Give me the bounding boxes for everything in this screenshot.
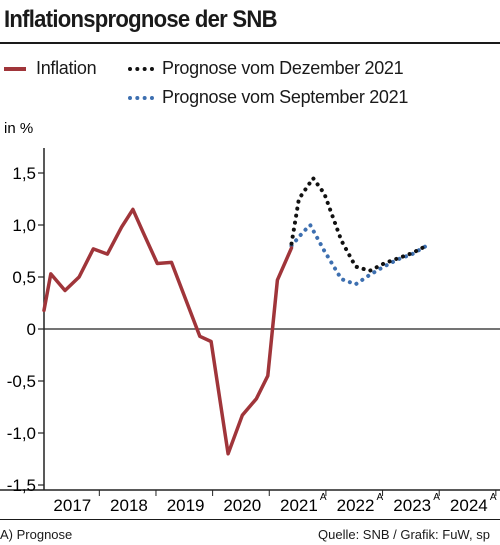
- y-tick-label: -0,5: [7, 372, 36, 391]
- x-tick-label: 2018: [110, 496, 148, 515]
- series-line-dec-forecast: [289, 176, 429, 273]
- chart-svg: in % 1,5 1,0 0,5 0 -0,5 -1,0 -1,5 2017 2018 2019…: [0, 120, 500, 515]
- series-line-sep-forecast: [289, 223, 429, 287]
- footer-note: A) Prognose: [0, 527, 73, 542]
- y-tick-label: 0: [27, 320, 36, 339]
- chart-title: Inflationsprognose der SNB: [4, 6, 278, 33]
- y-axis-unit-label: in %: [4, 120, 33, 137]
- legend-swatch-inflation: [4, 66, 26, 71]
- y-tick-label: 0,5: [12, 268, 36, 287]
- legend-item-sep-forecast: Prognose vom September 2021: [128, 87, 408, 108]
- x-tick-label: 2022: [337, 496, 375, 515]
- legend-label-dec-forecast: Prognose vom Dezember 2021: [162, 58, 404, 78]
- y-tick-label: -1,0: [7, 424, 36, 443]
- legend-label-sep-forecast: Prognose vom September 2021: [162, 87, 409, 107]
- x-tick-label: 2024: [450, 496, 488, 515]
- x-tick-superscript: A: [433, 492, 440, 503]
- x-tick-label: 2021: [280, 496, 318, 515]
- y-tick-label: 1,0: [12, 216, 36, 235]
- legend-item-inflation: Inflation: [4, 58, 97, 79]
- footer-source: Quelle: SNB / Grafik: FuW, sp: [318, 527, 490, 542]
- x-tick-label: 2019: [167, 496, 205, 515]
- legend-swatch-sep-forecast: [128, 95, 154, 100]
- title-rule: [0, 42, 500, 44]
- x-tick-superscript: A: [377, 492, 384, 503]
- x-tick-label: 2020: [223, 496, 261, 515]
- x-tick-superscript: A: [320, 492, 327, 503]
- legend-swatch-dec-forecast: [128, 66, 154, 71]
- x-tick-label: 2023: [393, 496, 431, 515]
- series-line-inflation: [42, 207, 294, 456]
- legend-label-inflation: Inflation: [36, 58, 97, 78]
- x-tick-label: 2017: [53, 496, 91, 515]
- x-tick-superscript: A: [490, 492, 497, 503]
- legend-item-dec-forecast: Prognose vom Dezember 2021: [128, 58, 404, 79]
- y-tick-label: 1,5: [12, 164, 36, 183]
- y-tick-label: -1,5: [7, 476, 36, 495]
- footer-rule: [0, 519, 500, 520]
